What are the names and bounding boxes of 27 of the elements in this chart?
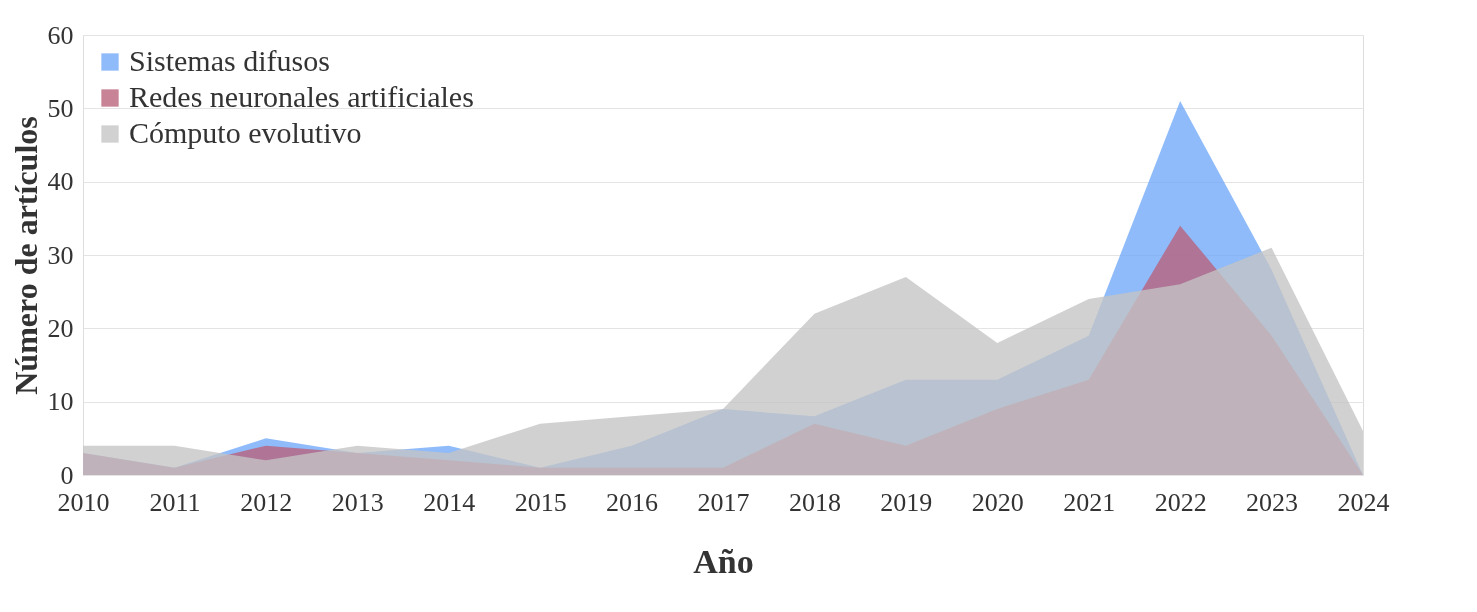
y-tick-label: 30 — [47, 240, 74, 270]
legend-label: Cómputo evolutivo — [129, 116, 362, 149]
y-tick-label: 0 — [60, 460, 74, 490]
y-tick-label: 40 — [47, 167, 74, 197]
y-tick-label: 50 — [47, 93, 74, 123]
legend-label: Redes neuronales artificiales — [129, 80, 474, 113]
x-tick-label: 2019 — [880, 487, 933, 517]
x-tick-label: 2024 — [1337, 487, 1390, 517]
x-tick-label: 2015 — [514, 487, 567, 517]
x-tick-label: 2018 — [788, 487, 841, 517]
x-tick-label: 2012 — [240, 487, 293, 517]
y-tick-label: 10 — [47, 387, 74, 417]
y-tick-label: 20 — [47, 313, 74, 343]
x-tick-label: 2021 — [1063, 487, 1116, 517]
x-tick-label: 2013 — [331, 487, 384, 517]
x-tick-label: 2010 — [57, 487, 110, 517]
x-axis-title: Año — [693, 542, 754, 580]
legend-label: Sistemas difusos — [129, 44, 330, 77]
x-tick-label: 2020 — [971, 487, 1024, 517]
x-tick-label: 2016 — [606, 487, 659, 517]
x-tick-label: 2023 — [1246, 487, 1299, 517]
x-tick-label: 2011 — [149, 487, 201, 517]
x-tick-label: 2014 — [423, 487, 476, 517]
y-tick-label: 60 — [47, 20, 74, 50]
x-tick-label: 2017 — [697, 487, 750, 517]
y-axis-title: Número de artículos — [7, 116, 44, 395]
x-tick-label: 2022 — [1154, 487, 1207, 517]
